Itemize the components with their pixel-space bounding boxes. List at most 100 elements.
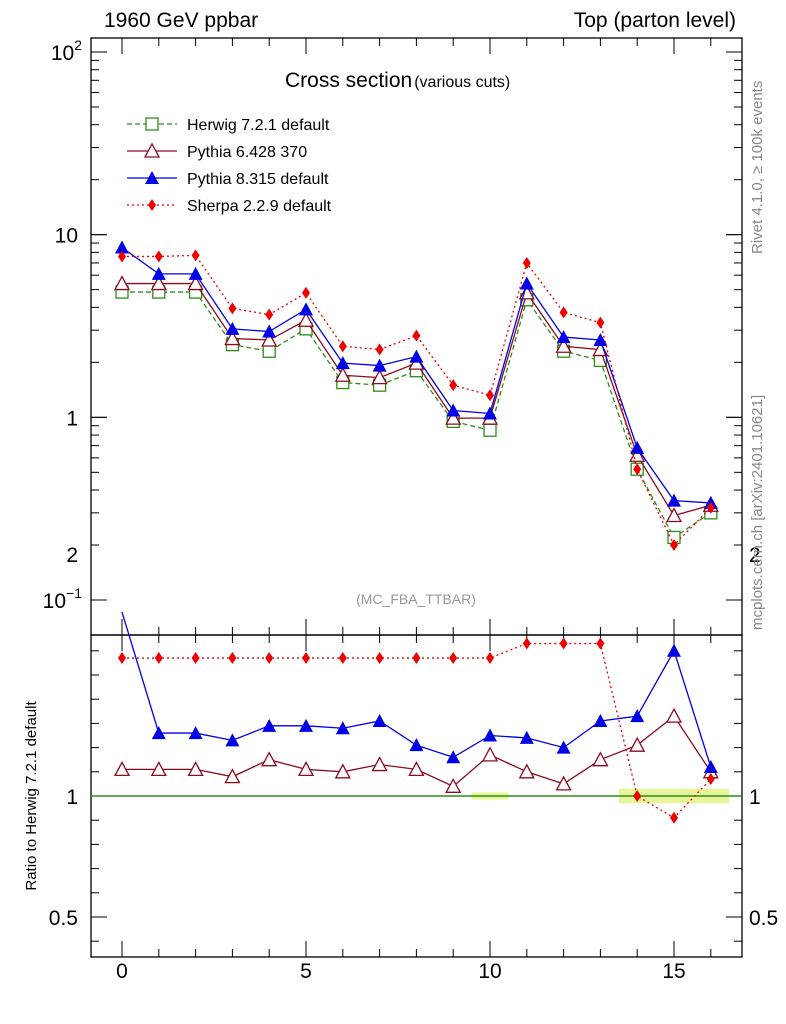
main-sherpa-point [633, 463, 642, 476]
analysis-label: (MC_FBA_TTBAR) [356, 591, 476, 607]
main-sherpa-point [449, 379, 458, 392]
main-pythia8-point [335, 356, 350, 370]
main-sherpa-point [706, 501, 715, 514]
x-tick-label: 0 [116, 960, 128, 983]
ratio-pythia6-point [445, 777, 462, 793]
legend-label-herwig: Herwig 7.2.1 default [187, 117, 330, 134]
ratio-sherpa-point [559, 637, 568, 650]
legend-marker-sherpa [148, 199, 156, 211]
ratio-sherpa-point [412, 652, 421, 665]
legend-label-pythia8: Pythia 8.315 default [187, 171, 329, 188]
ratio-pythia6-point [334, 763, 351, 779]
ratio-pythia8-point [556, 740, 571, 754]
main-pythia8-point [593, 333, 608, 347]
ratio-sherpa-point [706, 773, 715, 786]
main-pythia6-point [445, 409, 462, 425]
ratio-sherpa-point [375, 652, 384, 665]
main-sherpa-point [338, 340, 347, 353]
ratio-sherpa-point [522, 637, 531, 650]
main-pythia8-point [667, 493, 681, 507]
ratio-sherpa-point [633, 790, 642, 802]
main-sherpa-point [191, 249, 200, 262]
ratio-y-tick-label-right: 0.5 [749, 907, 778, 930]
main-pythia8-point [372, 358, 387, 372]
main-pythia6-point [555, 337, 572, 353]
ratio-y-tick-label: 2 [66, 544, 78, 567]
ratio-pythia8-point [703, 759, 718, 773]
legend-label-pythia6: Pythia 6.428 370 [187, 144, 307, 161]
header-right-title: Top (parton level) [574, 9, 736, 32]
main-pythia6-point [261, 331, 278, 347]
ratio-y-tick-label-right: 2 [749, 544, 761, 567]
ratio-pythia8-point [335, 721, 350, 735]
main-pythia8-point [446, 403, 461, 417]
main-sherpa-point [522, 256, 531, 269]
ratio-pythia6-point [113, 761, 131, 777]
main-y-tick-label: 102 [51, 37, 82, 65]
main-pythia6-point [113, 275, 131, 291]
ratio-y-tick-label: 0.5 [49, 907, 78, 930]
main-pythia6-point [150, 275, 167, 291]
ratio-pythia6-point [481, 746, 499, 762]
main-series-group [113, 240, 719, 552]
main-pythia6-point [665, 507, 683, 523]
ratio-pythia8-point [372, 713, 387, 727]
main-y-tick-label: 10−1 [43, 585, 83, 613]
ratio-sherpa-point [338, 652, 347, 665]
header-left-title: 1960 GeV ppbar [104, 9, 258, 32]
ratio-pythia8-point [409, 738, 424, 752]
main-pythia8-point [151, 266, 166, 280]
ratio-ticks: 0.5 0.5 1 1 2 2 0 5 10 15 [49, 544, 778, 983]
main-sherpa-point [302, 286, 310, 299]
ratio-pythia8-point [630, 709, 645, 723]
ratio-pythia6-point [371, 756, 388, 772]
ratio-pythia8-point [483, 728, 497, 742]
main-pythia8-point [556, 330, 571, 344]
ratio-pythia8-point [593, 713, 608, 727]
ratio-y-label: Ratio to Herwig 7.2.1 default [23, 701, 40, 891]
ratio-pythia6-point [187, 761, 204, 777]
ratio-uncertainty-band [91, 788, 742, 804]
ratio-pythia6-point [261, 751, 278, 767]
main-pythia6-point [297, 311, 315, 327]
main-herwig-point [262, 344, 276, 358]
main-herwig-point [483, 423, 497, 437]
main-herwig-line [122, 291, 712, 539]
ratio-pythia8-point [667, 643, 681, 657]
ratio-pythia6-point [665, 707, 683, 723]
ratio-pythia8-point [299, 718, 313, 732]
ratio-pythia8-point [225, 733, 240, 747]
main-pythia8-point [630, 440, 645, 454]
ratio-sherpa-point [486, 652, 494, 665]
main-pythia8-point [299, 302, 313, 316]
legend-marker-pythia6 [143, 142, 161, 158]
ratio-pythia6-point [555, 775, 572, 791]
ratio-sherpa-point [154, 652, 163, 665]
main-sherpa-point [596, 316, 605, 329]
main-pythia8-point [262, 324, 277, 338]
main-pythia6-line [122, 282, 711, 517]
ratio-sherpa-point [191, 652, 200, 665]
main-pythia6-point [629, 446, 646, 462]
main-y-tick-label: 10 [55, 225, 78, 248]
main-pythia8-point [409, 349, 424, 363]
ratio-y-tick-label-right: 1 [749, 786, 761, 809]
main-pythia6-point [334, 366, 351, 382]
ratio-pythia6-point [518, 763, 535, 779]
ratio-pythia6-point [224, 768, 241, 784]
main-pythia8-point [519, 276, 534, 290]
legend-label-sherpa: Sherpa 2.2.9 default [187, 198, 332, 215]
ratio-series-group [113, 611, 719, 824]
main-pythia6-point [224, 330, 241, 346]
main-y-tick-label: 1 [66, 407, 78, 430]
ratio-sherpa-point [265, 652, 274, 665]
legend-marker-herwig [145, 117, 159, 131]
ratio-pythia6-point [629, 736, 646, 752]
ratio-pythia8-point [519, 730, 534, 744]
main-sherpa-point [228, 302, 237, 315]
source-label: mcplots.cern.ch [arXiv:2401.10621] [749, 395, 766, 630]
main-sherpa-point [486, 389, 494, 402]
main-pythia8-point [225, 321, 240, 335]
ratio-pythia8-point [446, 750, 461, 764]
